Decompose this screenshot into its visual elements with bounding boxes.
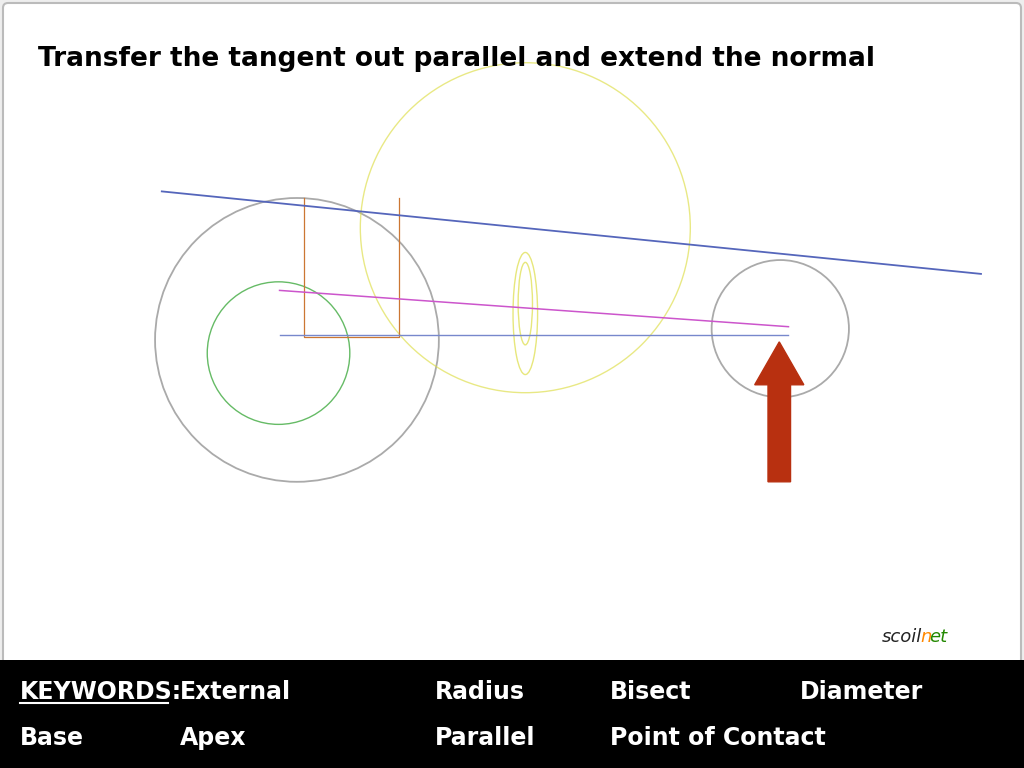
- Bar: [0, 660, 1024, 768]
- Text: Point of Contact: Point of Contact: [610, 726, 825, 750]
- Text: n: n: [920, 628, 932, 646]
- Text: External: External: [180, 680, 291, 704]
- Text: Parallel: Parallel: [435, 726, 536, 750]
- Text: scoil: scoil: [882, 628, 923, 646]
- Text: Diameter: Diameter: [800, 680, 924, 704]
- Text: Base: Base: [20, 726, 84, 750]
- FancyArrow shape: [755, 342, 804, 482]
- Text: Apex: Apex: [180, 726, 247, 750]
- Text: Transfer the tangent out parallel and extend the normal: Transfer the tangent out parallel and ex…: [38, 46, 874, 72]
- Text: Radius: Radius: [435, 680, 525, 704]
- Text: KEYWORDS:: KEYWORDS:: [20, 680, 182, 704]
- Text: Bisect: Bisect: [610, 680, 691, 704]
- Text: et: et: [929, 628, 947, 646]
- FancyBboxPatch shape: [3, 3, 1021, 665]
